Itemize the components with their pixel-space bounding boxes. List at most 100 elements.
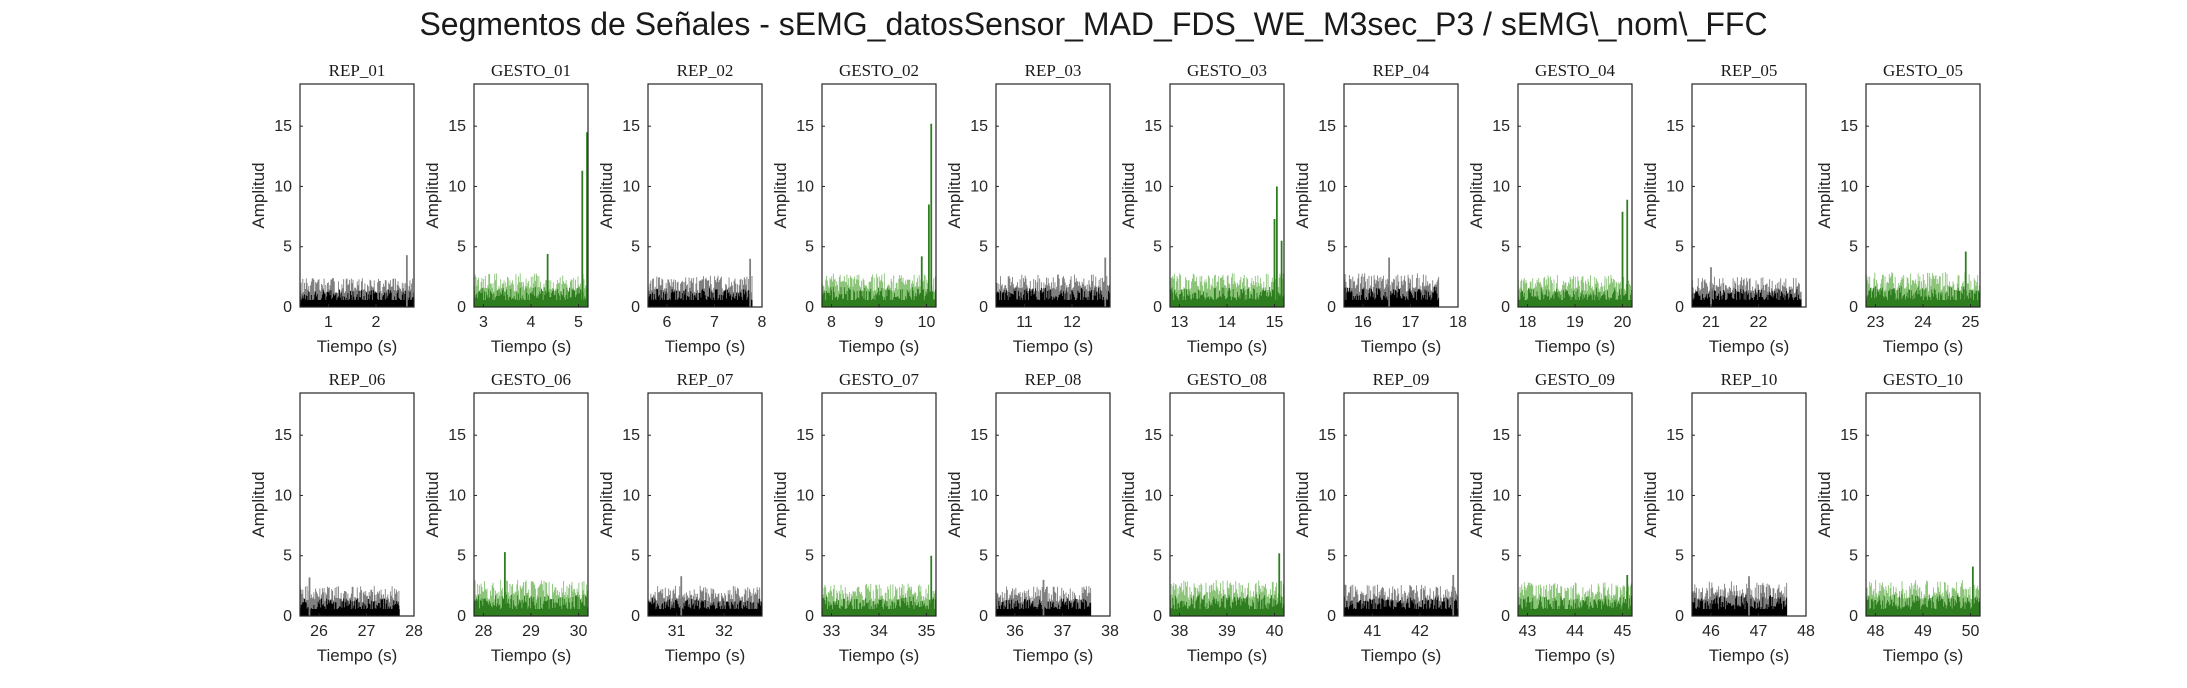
y-tick-label: 0 bbox=[805, 608, 814, 625]
axes-box bbox=[647, 83, 763, 308]
x-tick-label: 39 bbox=[1218, 623, 1236, 640]
x-tick-label: 42 bbox=[1411, 623, 1429, 640]
y-tick-label: 15 bbox=[1840, 427, 1858, 444]
x-axis-label: Tiempo (s) bbox=[1361, 646, 1442, 665]
y-tick-label: 5 bbox=[283, 239, 292, 256]
y-tick-label: 15 bbox=[1840, 118, 1858, 135]
signal-baseline bbox=[1344, 300, 1439, 307]
y-tick-label: 15 bbox=[274, 427, 292, 444]
figure-title: Segmentos de Señales - sEMG_datosSensor_… bbox=[419, 6, 1768, 42]
signal-baseline bbox=[1866, 300, 1980, 307]
y-axis-label: Amplitud bbox=[1641, 471, 1660, 537]
axes-box bbox=[1343, 83, 1459, 308]
y-tick-label: 0 bbox=[631, 299, 640, 316]
axes-box bbox=[1517, 83, 1633, 308]
y-axis-label: Amplitud bbox=[423, 162, 442, 228]
y-axis-label: Amplitud bbox=[771, 471, 790, 537]
y-tick-label: 15 bbox=[448, 427, 466, 444]
x-tick-label: 23 bbox=[1867, 314, 1885, 331]
x-tick-label: 41 bbox=[1364, 623, 1382, 640]
axes-box bbox=[821, 83, 937, 308]
subplot-gesto-02: 0 5 10 15 8 9 10 GESTO_02 Tiempo (s) Amplitud bbox=[771, 61, 937, 356]
subplot-rep-07: 0 5 10 15 31 32 REP_07 Tiempo (s) Amplitud bbox=[597, 370, 763, 665]
x-axis-label: Tiempo (s) bbox=[1013, 337, 1094, 356]
y-tick-label: 0 bbox=[1849, 299, 1858, 316]
x-axis-label: Tiempo (s) bbox=[1883, 646, 1964, 665]
x-axis-label: Tiempo (s) bbox=[1883, 337, 1964, 356]
x-tick-label: 48 bbox=[1797, 623, 1815, 640]
x-tick-label: 14 bbox=[1218, 314, 1236, 331]
subplot-gesto-10: 0 5 10 15 48 49 50 GESTO_10 Tiempo (s) Amplitud bbox=[1815, 370, 1981, 665]
y-tick-label: 15 bbox=[1144, 427, 1162, 444]
y-tick-label: 10 bbox=[1492, 487, 1510, 504]
subplot-rep-03: 0 5 10 15 11 12 REP_03 Tiempo (s) Amplitud bbox=[945, 61, 1111, 356]
x-axis-label: Tiempo (s) bbox=[665, 337, 746, 356]
axes-box bbox=[821, 392, 937, 617]
y-tick-label: 5 bbox=[1153, 548, 1162, 565]
x-axis-label: Tiempo (s) bbox=[491, 646, 572, 665]
x-tick-label: 26 bbox=[310, 623, 328, 640]
x-tick-label: 32 bbox=[715, 623, 733, 640]
x-tick-label: 30 bbox=[570, 623, 588, 640]
x-tick-label: 13 bbox=[1171, 314, 1189, 331]
y-axis-label: Amplitud bbox=[1815, 471, 1834, 537]
x-tick-label: 3 bbox=[479, 314, 488, 331]
y-tick-label: 0 bbox=[1153, 608, 1162, 625]
y-tick-label: 15 bbox=[1144, 118, 1162, 135]
y-tick-label: 5 bbox=[1153, 239, 1162, 256]
panel-title: REP_08 bbox=[1025, 370, 1082, 389]
y-tick-label: 10 bbox=[1144, 487, 1162, 504]
x-tick-label: 18 bbox=[1449, 314, 1467, 331]
x-tick-label: 6 bbox=[663, 314, 672, 331]
y-axis-label: Amplitud bbox=[1119, 162, 1138, 228]
panel-title: GESTO_08 bbox=[1187, 370, 1267, 389]
x-axis-label: Tiempo (s) bbox=[1361, 337, 1442, 356]
y-tick-label: 10 bbox=[970, 487, 988, 504]
signal-baseline bbox=[1518, 609, 1632, 616]
subplot-gesto-08: 0 5 10 15 38 39 40 GESTO_08 Tiempo (s) Amplitud bbox=[1119, 370, 1285, 665]
axes-box bbox=[995, 392, 1111, 617]
y-tick-label: 10 bbox=[1318, 487, 1336, 504]
panel-title: REP_03 bbox=[1025, 61, 1082, 80]
y-tick-label: 10 bbox=[1144, 178, 1162, 195]
y-tick-label: 5 bbox=[805, 239, 814, 256]
y-tick-label: 15 bbox=[1666, 118, 1684, 135]
signal-baseline bbox=[648, 609, 762, 616]
panel-title: GESTO_03 bbox=[1187, 61, 1267, 80]
y-axis-label: Amplitud bbox=[597, 471, 616, 537]
subplot-gesto-03: 0 5 10 15 13 14 15 GESTO_03 Tiempo (s) Amplitud bbox=[1119, 61, 1285, 356]
y-tick-label: 5 bbox=[979, 239, 988, 256]
x-tick-label: 15 bbox=[1266, 314, 1284, 331]
x-tick-label: 48 bbox=[1867, 623, 1885, 640]
x-tick-label: 11 bbox=[1016, 314, 1033, 331]
x-axis-label: Tiempo (s) bbox=[839, 646, 920, 665]
y-tick-label: 15 bbox=[274, 118, 292, 135]
x-axis-label: Tiempo (s) bbox=[1187, 337, 1268, 356]
subplot-rep-10: 0 5 10 15 46 47 48 REP_10 Tiempo (s) Amplitud bbox=[1641, 370, 1815, 665]
y-tick-label: 0 bbox=[1849, 608, 1858, 625]
y-axis-label: Amplitud bbox=[771, 162, 790, 228]
subplot-gesto-04: 0 5 10 15 18 19 20 GESTO_04 Tiempo (s) Amplitud bbox=[1467, 61, 1633, 356]
y-tick-label: 10 bbox=[622, 178, 640, 195]
x-tick-label: 19 bbox=[1566, 314, 1584, 331]
x-axis-label: Tiempo (s) bbox=[1535, 646, 1616, 665]
panel-title: GESTO_06 bbox=[491, 370, 571, 389]
axes-box bbox=[473, 83, 589, 308]
x-tick-label: 28 bbox=[475, 623, 493, 640]
signal-baseline bbox=[474, 300, 588, 307]
y-tick-label: 15 bbox=[1318, 118, 1336, 135]
axes-box bbox=[1691, 392, 1807, 617]
subplot-rep-02: 0 5 10 15 6 7 8 REP_02 Tiempo (s) Amplitud bbox=[597, 61, 767, 356]
y-tick-label: 15 bbox=[448, 118, 466, 135]
axes-box bbox=[647, 392, 763, 617]
y-tick-label: 5 bbox=[1327, 548, 1336, 565]
y-tick-label: 5 bbox=[979, 548, 988, 565]
y-tick-label: 0 bbox=[1153, 299, 1162, 316]
x-tick-label: 21 bbox=[1702, 314, 1720, 331]
y-tick-label: 0 bbox=[457, 299, 466, 316]
y-tick-label: 5 bbox=[1849, 239, 1858, 256]
signal-baseline bbox=[1170, 300, 1284, 307]
x-tick-label: 9 bbox=[875, 314, 884, 331]
y-axis-label: Amplitud bbox=[1467, 471, 1486, 537]
x-axis-label: Tiempo (s) bbox=[491, 337, 572, 356]
